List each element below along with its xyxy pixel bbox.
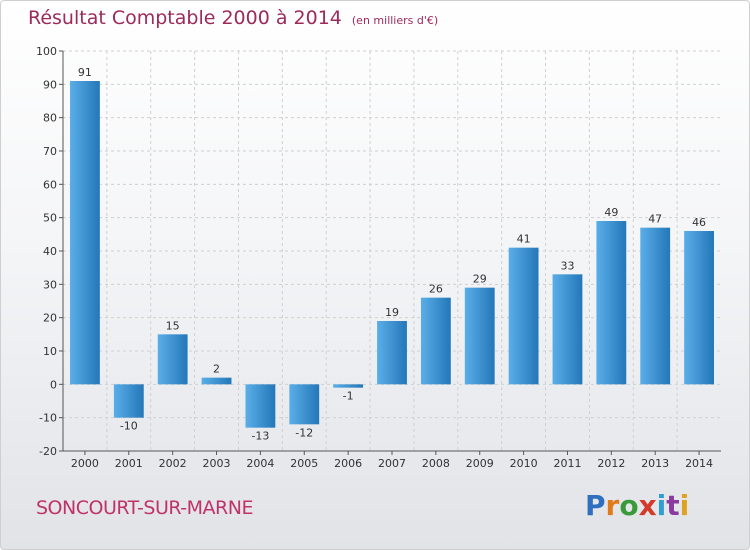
- bar-2006: [333, 384, 364, 388]
- data-label-2006: -1: [343, 390, 354, 403]
- bar-2009: [464, 287, 495, 385]
- logo-letter: P: [585, 489, 606, 522]
- commune-name: SONCOURT-SUR-MARNE: [36, 497, 253, 519]
- bar-2004: [245, 384, 276, 428]
- logo-letter: r: [605, 489, 620, 522]
- y-tick-label: 80: [43, 112, 57, 125]
- y-tick-label: 100: [36, 45, 57, 58]
- bar-2002: [157, 334, 188, 385]
- chart-title: Résultat Comptable 2000 à 2014 (en millie…: [28, 7, 438, 29]
- y-tick-label: 60: [43, 178, 57, 191]
- data-label-2008: 26: [429, 283, 443, 296]
- y-tick-label: -10: [39, 412, 57, 425]
- logo-letter: i: [679, 489, 690, 522]
- y-tick-label: 90: [43, 78, 57, 91]
- x-tick-label: 2007: [378, 457, 406, 470]
- logo-letter: i: [656, 489, 667, 522]
- data-label-2005: -12: [295, 426, 313, 439]
- x-tick-label: 2000: [71, 457, 99, 470]
- proxiti-logo: Proxiti: [585, 489, 689, 522]
- bar-2001: [113, 384, 144, 418]
- x-tick-label: 2003: [203, 457, 231, 470]
- data-label-2001: -10: [120, 420, 138, 433]
- data-label-2007: 19: [385, 306, 399, 319]
- x-tick-label: 2001: [115, 457, 143, 470]
- title-unit: (en milliers d'€): [351, 14, 439, 27]
- data-label-2004: -13: [251, 430, 269, 443]
- x-tick-label: 2004: [246, 457, 274, 470]
- bar-2005: [289, 384, 320, 425]
- data-label-2014: 46: [692, 216, 706, 229]
- bar-2013: [640, 227, 671, 385]
- bar-2008: [420, 297, 451, 385]
- x-tick-label: 2005: [290, 457, 318, 470]
- y-tick-label: 20: [43, 312, 57, 325]
- x-tick-label: 2010: [510, 457, 538, 470]
- bar-2010: [508, 247, 539, 385]
- bars: [70, 81, 714, 428]
- y-tick-label: 0: [50, 378, 57, 391]
- y-tick-label: 50: [43, 212, 57, 225]
- y-tick-label: 70: [43, 145, 57, 158]
- y-tick-label: 40: [43, 245, 57, 258]
- bar-2007: [377, 321, 407, 385]
- bar-2012: [596, 221, 627, 385]
- y-tick-label: 10: [43, 345, 57, 358]
- data-label-2002: 15: [166, 319, 180, 332]
- y-tick-label: 30: [43, 278, 57, 291]
- logo-letter: o: [619, 489, 639, 522]
- logo-letter: t: [666, 489, 680, 522]
- x-tick-label: 2008: [422, 457, 450, 470]
- bar-2011: [552, 274, 583, 385]
- axes: -20 -10 0 10 20 30 40 50 60 70 80 90 100 2000 2001 2002…: [36, 45, 721, 470]
- logo-letter: x: [638, 489, 657, 522]
- y-tick-label: -20: [39, 445, 57, 458]
- bar-2003: [201, 377, 232, 385]
- data-labels: 91 -10 15 2 -13 -12 -1 19 26 29 41 33 49 47 46: [78, 66, 706, 443]
- bar-2014: [684, 231, 714, 385]
- x-tick-label: 2014: [685, 457, 713, 470]
- data-label-2009: 29: [473, 273, 487, 286]
- data-label-2000: 91: [78, 66, 92, 79]
- x-tick-label: 2009: [466, 457, 494, 470]
- data-label-2011: 33: [560, 259, 574, 272]
- x-tick-label: 2002: [159, 457, 187, 470]
- data-label-2003: 2: [213, 363, 220, 376]
- data-label-2012: 49: [604, 206, 618, 219]
- x-tick-label: 2006: [334, 457, 362, 470]
- x-tick-label: 2011: [553, 457, 581, 470]
- x-tick-label: 2012: [597, 457, 625, 470]
- data-label-2013: 47: [648, 213, 662, 226]
- data-label-2010: 41: [517, 233, 531, 246]
- x-tick-label: 2013: [641, 457, 669, 470]
- title-text: Résultat Comptable 2000 à 2014: [28, 7, 342, 29]
- bar-2000: [70, 81, 100, 385]
